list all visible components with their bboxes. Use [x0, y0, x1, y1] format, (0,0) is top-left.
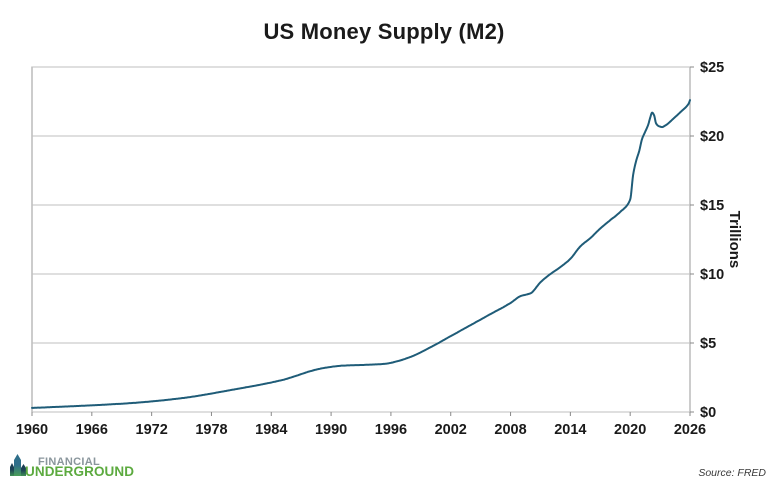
- svg-text:1984: 1984: [255, 422, 287, 438]
- svg-text:1960: 1960: [16, 422, 48, 438]
- svg-text:1996: 1996: [375, 422, 407, 438]
- svg-text:1990: 1990: [315, 422, 347, 438]
- svg-text:2008: 2008: [494, 422, 526, 438]
- svg-text:$10: $10: [700, 267, 724, 283]
- svg-text:2002: 2002: [435, 422, 467, 438]
- svg-text:UNDERGROUND: UNDERGROUND: [25, 464, 134, 476]
- svg-text:2014: 2014: [554, 422, 586, 438]
- svg-text:1972: 1972: [136, 422, 168, 438]
- svg-text:1978: 1978: [195, 422, 227, 438]
- svg-text:Trillions: Trillions: [726, 211, 743, 269]
- svg-text:$5: $5: [700, 336, 716, 352]
- svg-text:$0: $0: [700, 405, 716, 421]
- svg-text:2026: 2026: [674, 422, 706, 438]
- svg-text:1966: 1966: [76, 422, 108, 438]
- svg-text:$25: $25: [700, 60, 724, 76]
- svg-text:$15: $15: [700, 198, 724, 214]
- svg-text:$20: $20: [700, 129, 724, 145]
- svg-text:2020: 2020: [614, 422, 646, 438]
